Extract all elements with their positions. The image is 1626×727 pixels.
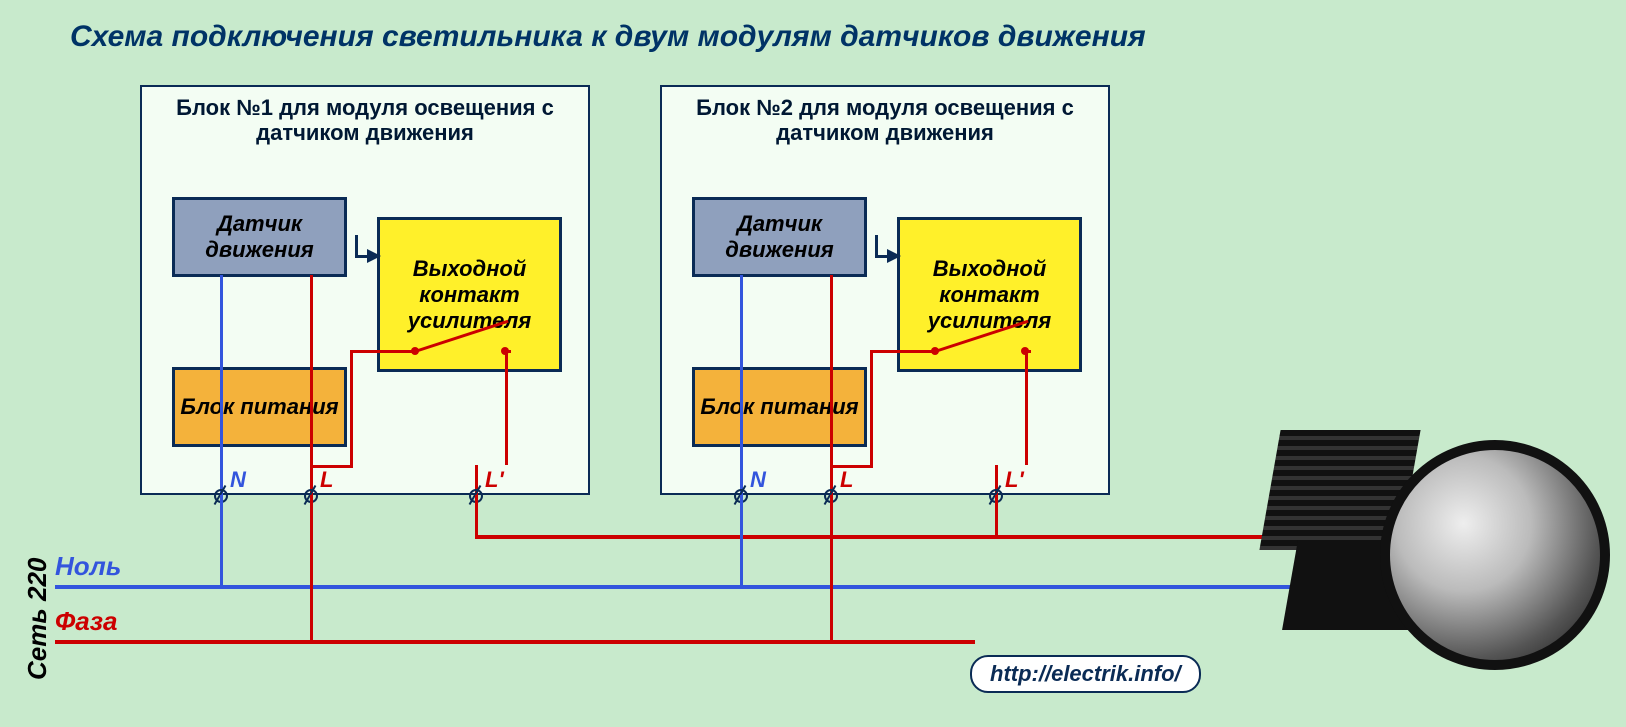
wire bbox=[475, 495, 478, 535]
wire bbox=[350, 350, 415, 353]
power-supply-label: Блок питания bbox=[700, 394, 858, 420]
terminal-label: L bbox=[320, 467, 333, 493]
amplifier-contact-label: Выходной контакт усилителя bbox=[380, 256, 559, 334]
wire bbox=[55, 585, 1400, 589]
amplifier-contact-box-1: Выходной контакт усилителя bbox=[377, 217, 562, 372]
diagram-title: Схема подключения светильника к двум мод… bbox=[70, 20, 1146, 54]
amplifier-contact-label: Выходной контакт усилителя bbox=[900, 256, 1079, 334]
wire bbox=[310, 495, 313, 640]
module-block-1-title: Блок №1 для модуля освещения с датчиком … bbox=[142, 95, 588, 146]
wire bbox=[1025, 350, 1028, 465]
motion-sensor-label: Датчик движения bbox=[175, 211, 344, 263]
wire bbox=[870, 350, 935, 353]
motion-sensor-box-2: Датчик движения bbox=[692, 197, 867, 277]
wire bbox=[475, 535, 1250, 539]
neutral-label: Ноль bbox=[55, 551, 121, 582]
terminal-label: N bbox=[750, 467, 766, 493]
power-supply-box-1: Блок питания bbox=[172, 367, 347, 447]
module-block-1: Блок №1 для модуля освещения с датчиком … bbox=[140, 85, 590, 495]
motion-sensor-label: Датчик движения bbox=[695, 211, 864, 263]
lamp-icon bbox=[1260, 400, 1610, 700]
wire bbox=[995, 495, 998, 535]
amplifier-contact-box-2: Выходной контакт усилителя bbox=[897, 217, 1082, 372]
wire bbox=[55, 640, 975, 644]
wire bbox=[505, 350, 508, 465]
source-url[interactable]: http://electrik.info/ bbox=[970, 655, 1201, 693]
terminal-label: L' bbox=[485, 467, 504, 493]
wire bbox=[740, 495, 743, 585]
phase-label: Фаза bbox=[55, 606, 118, 637]
power-supply-label: Блок питания bbox=[180, 394, 338, 420]
terminal-label: N bbox=[230, 467, 246, 493]
wire bbox=[220, 495, 223, 585]
terminal-label: L bbox=[840, 467, 853, 493]
wire bbox=[830, 495, 833, 640]
module-block-2: Блок №2 для модуля освещения с датчиком … bbox=[660, 85, 1110, 495]
power-supply-box-2: Блок питания bbox=[692, 367, 867, 447]
wire bbox=[870, 353, 873, 468]
mains-label: Сеть 220 bbox=[22, 558, 53, 680]
module-block-2-title: Блок №2 для модуля освещения с датчиком … bbox=[662, 95, 1108, 146]
terminal-label: L' bbox=[1005, 467, 1024, 493]
wire bbox=[350, 353, 353, 468]
motion-sensor-box-1: Датчик движения bbox=[172, 197, 347, 277]
